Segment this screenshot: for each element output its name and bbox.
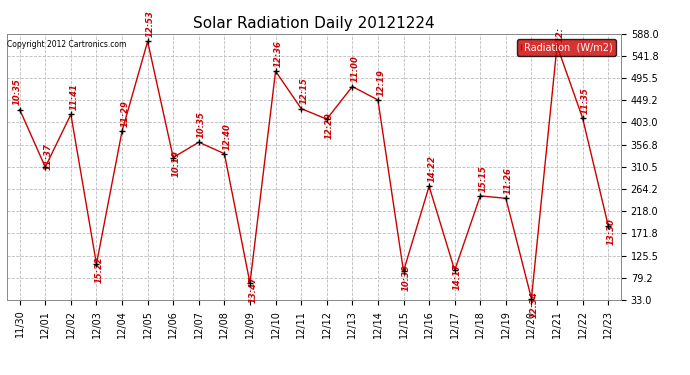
Point [551,43,562,49]
Point [219,151,230,157]
Text: 12:36: 12:36 [274,40,283,67]
Point [270,68,281,74]
Legend: Radiation  (W/m2): Radiation (W/m2) [517,39,616,56]
Text: 11:29: 11:29 [120,100,129,127]
Point [449,267,460,273]
Point [602,223,613,229]
Title: Solar Radiation Daily 20121224: Solar Radiation Daily 20121224 [193,16,435,31]
Point [40,164,51,170]
Text: 10:35: 10:35 [197,111,206,138]
Point [526,296,537,302]
Text: 14:17: 14:17 [453,263,462,290]
Text: 10:39: 10:39 [402,264,411,291]
Text: 10:35: 10:35 [12,78,21,105]
Text: 11:26: 11:26 [504,167,513,194]
Text: 13:47: 13:47 [248,276,257,303]
Point [168,154,179,160]
Text: 13:30: 13:30 [607,218,615,245]
Point [347,84,358,90]
Text: 12:19: 12:19 [376,69,385,96]
Text: 12:34: 12:34 [530,291,539,318]
Text: 12:: 12: [555,27,564,42]
Point [117,128,128,134]
Text: 11:37: 11:37 [43,143,52,170]
Point [14,106,26,112]
Text: 14:22: 14:22 [427,155,436,182]
Point [91,261,102,267]
Point [577,115,588,121]
Text: 12:29: 12:29 [325,112,334,139]
Point [500,195,511,201]
Point [193,139,204,145]
Text: 10:19: 10:19 [172,150,181,177]
Point [322,116,333,122]
Text: 12:15: 12:15 [299,78,308,104]
Text: 11:35: 11:35 [581,87,590,114]
Point [244,280,255,286]
Text: 11:41: 11:41 [69,83,78,110]
Point [398,268,409,274]
Text: 11:00: 11:00 [351,56,359,82]
Point [373,97,384,103]
Text: 15:22: 15:22 [95,256,103,284]
Point [424,183,435,189]
Text: Copyright 2012 Cartronics.com: Copyright 2012 Cartronics.com [7,40,126,49]
Point [142,38,153,44]
Text: 15:15: 15:15 [479,165,488,192]
Point [66,111,77,117]
Text: 12:53: 12:53 [146,10,155,37]
Point [295,106,306,112]
Text: 12:40: 12:40 [223,123,232,150]
Point [475,193,486,199]
